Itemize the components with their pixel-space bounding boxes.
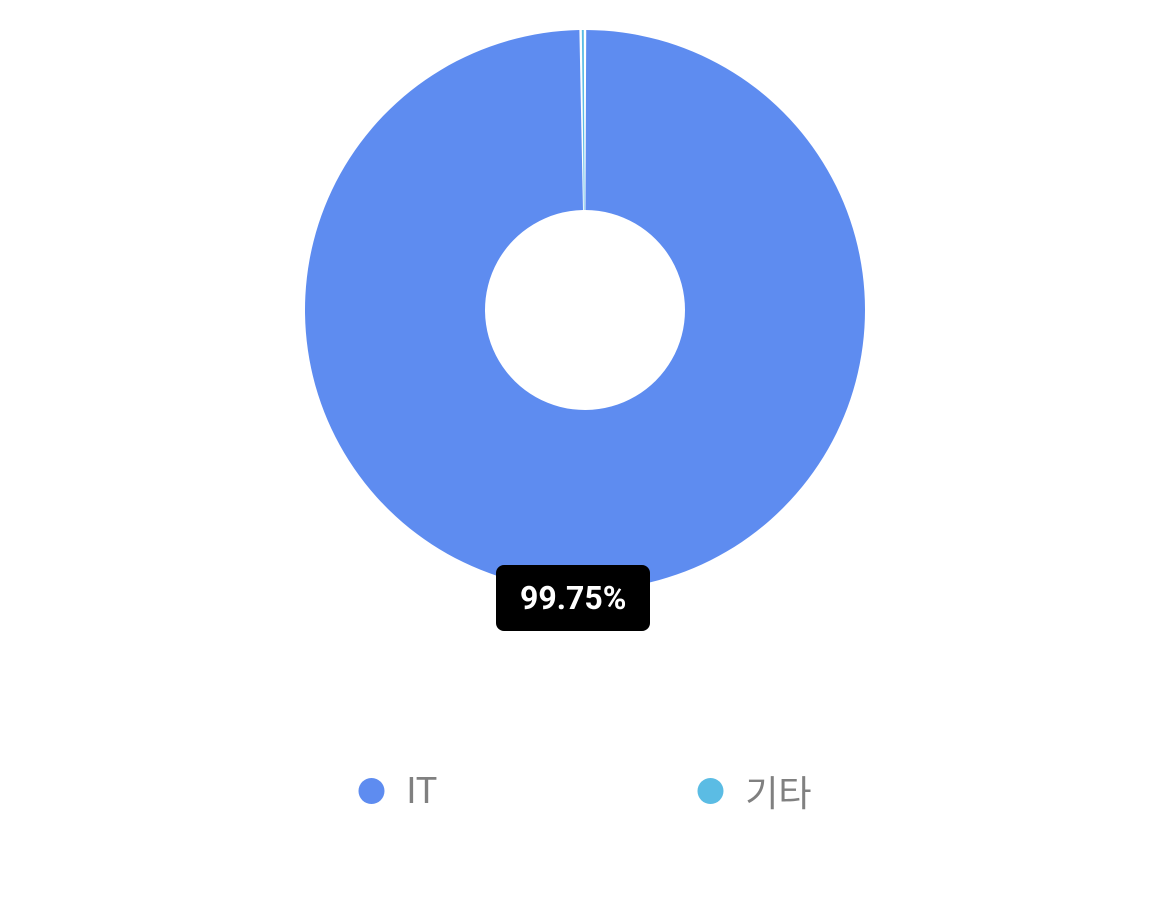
tooltip-text: 99.75% [520,579,626,617]
legend-label: IT [406,770,437,812]
legend-item-1[interactable]: 기타 [697,765,811,817]
donut-slice[interactable] [305,30,865,590]
legend-dot-icon [697,778,723,804]
donut-svg [305,30,865,590]
legend-item-0[interactable]: IT [358,770,437,812]
legend-dot-icon [358,778,384,804]
chart-tooltip: 99.75% [496,565,650,631]
legend-label: 기타 [745,765,811,817]
donut-chart [305,30,865,590]
chart-legend: IT 기타 [358,765,811,817]
